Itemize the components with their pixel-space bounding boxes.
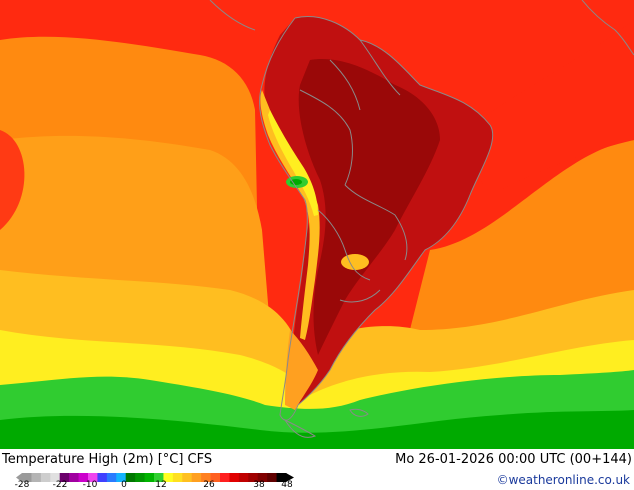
color-scale-legend [16,473,294,482]
scale-swatch [125,473,136,482]
scale-swatch [22,473,32,482]
scale-tick-label: -10 [82,480,98,490]
scale-tick-label: 0 [121,480,127,490]
map-datetime: Mo 26-01-2026 00:00 UTC (00+144) [395,452,632,467]
andes-yellow-strip [268,110,318,216]
scale-swatch [97,473,108,482]
scale-swatch [116,473,127,482]
scale-tick-label: 38 [253,480,265,490]
scale-tick-label: -28 [14,480,30,490]
field-red-tongue [0,130,25,230]
map-footer: Temperature High (2m) [°C] CFS Mo 26-01-… [0,449,634,490]
temperature-map [0,0,634,449]
map-title: Temperature High (2m) [°C] CFS [2,452,213,467]
credit-link[interactable]: ©weatheronline.co.uk [496,473,630,487]
color-scale-labels: -28 -22 -10 0 12 26 38 48 [0,481,310,490]
scale-swatch [276,473,287,482]
andes-cool-strip [260,90,320,340]
scale-swatch [144,473,155,482]
scale-tick-label: 48 [281,480,293,490]
scale-swatch [220,473,230,482]
south-america-hot-core [298,59,440,356]
field-red-east [476,20,634,192]
scale-swatch [106,473,117,482]
scale-swatch [78,473,89,482]
scale-swatch [135,473,146,482]
scale-swatch [172,473,183,482]
scale-swatch [191,473,202,482]
scale-swatch [248,473,259,482]
scale-swatch [59,473,70,482]
scale-tick-label: 12 [155,480,167,490]
scale-swatch [88,473,98,482]
scale-swatch [40,473,51,482]
altiplano-cold-core [290,179,302,185]
scale-swatch [50,473,61,482]
scale-swatch [154,473,164,482]
scale-arrow-right [286,473,294,482]
country-borders [209,0,634,421]
scale-swatch [31,473,42,482]
scale-swatch [238,473,249,482]
scale-tick-label: 26 [203,480,215,490]
scale-swatch [210,473,221,482]
scale-swatch [201,473,212,482]
scale-swatch [229,473,240,482]
scale-swatch [163,473,174,482]
patagonia-field [285,330,318,410]
scale-swatch [267,473,278,482]
scale-swatch [69,473,80,482]
field-green-dark [0,410,634,449]
scale-tick-label: -22 [52,480,68,490]
interior-warm-spot [341,254,369,270]
scale-swatch [257,473,268,482]
scale-arrow-left [16,473,22,482]
scale-swatch [182,473,193,482]
southern-islands [283,408,369,438]
